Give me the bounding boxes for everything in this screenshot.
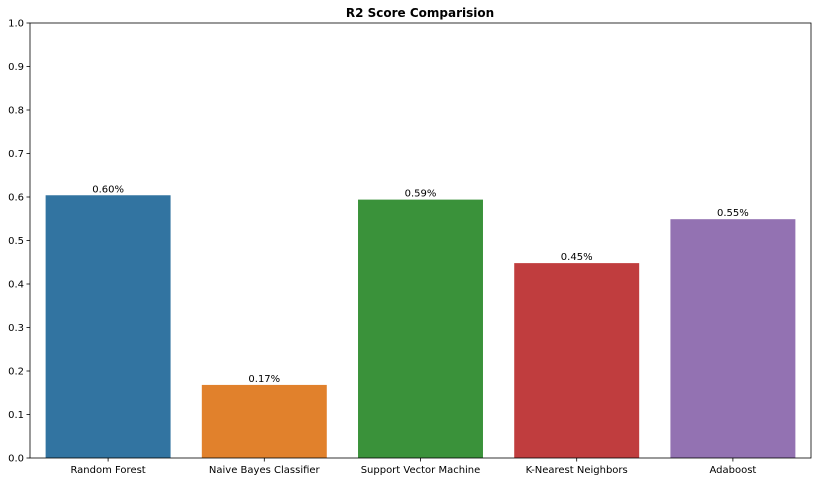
x-tick-label-3: K-Nearest Neighbors xyxy=(526,465,628,476)
bar-1 xyxy=(201,384,327,458)
x-tick-label-2: Support Vector Machine xyxy=(361,465,481,476)
y-tick-label-2: 0.2 xyxy=(8,367,24,378)
bar-0 xyxy=(45,195,171,458)
x-tick-label-1: Naive Bayes Classifier xyxy=(209,465,321,476)
y-tick-label-6: 0.6 xyxy=(8,193,24,204)
y-tick-label-8: 0.8 xyxy=(8,106,24,117)
bar-data-label-1: 0.17% xyxy=(248,374,280,385)
bar-data-label-0: 0.60% xyxy=(92,184,124,195)
bar-data-label-3: 0.45% xyxy=(561,252,593,263)
x-tick-label-4: Adaboost xyxy=(709,465,756,476)
chart-title: R2 Score Comparision xyxy=(346,6,494,20)
bar-2 xyxy=(358,199,483,459)
bar-4 xyxy=(670,219,796,458)
bar-data-label-4: 0.55% xyxy=(717,208,749,219)
bar-3 xyxy=(514,263,640,458)
data-labels-layer: 0.60% 0.17% 0.59% 0.45% 0.55% xyxy=(92,184,749,385)
y-axis: 0.0 0.1 0.2 0.3 0.4 0.5 0.6 0.7 0.8 0.9 1.0 xyxy=(8,19,30,465)
x-axis: Random Forest Naive Bayes Classifier Suppo… xyxy=(70,458,756,476)
plot-frame xyxy=(29,22,812,459)
y-tick-label-10: 1.0 xyxy=(8,19,24,30)
y-tick-label-0: 0.0 xyxy=(8,454,24,465)
y-tick-label-1: 0.1 xyxy=(8,410,24,421)
bar-data-label-2: 0.59% xyxy=(405,189,437,200)
y-tick-label-4: 0.4 xyxy=(8,280,24,291)
y-tick-label-7: 0.7 xyxy=(8,149,24,160)
x-tick-label-0: Random Forest xyxy=(70,465,145,476)
y-tick-label-5: 0.5 xyxy=(8,236,24,247)
y-tick-label-9: 0.9 xyxy=(8,62,24,73)
y-tick-label-3: 0.3 xyxy=(8,323,24,334)
bars-layer xyxy=(45,195,796,459)
